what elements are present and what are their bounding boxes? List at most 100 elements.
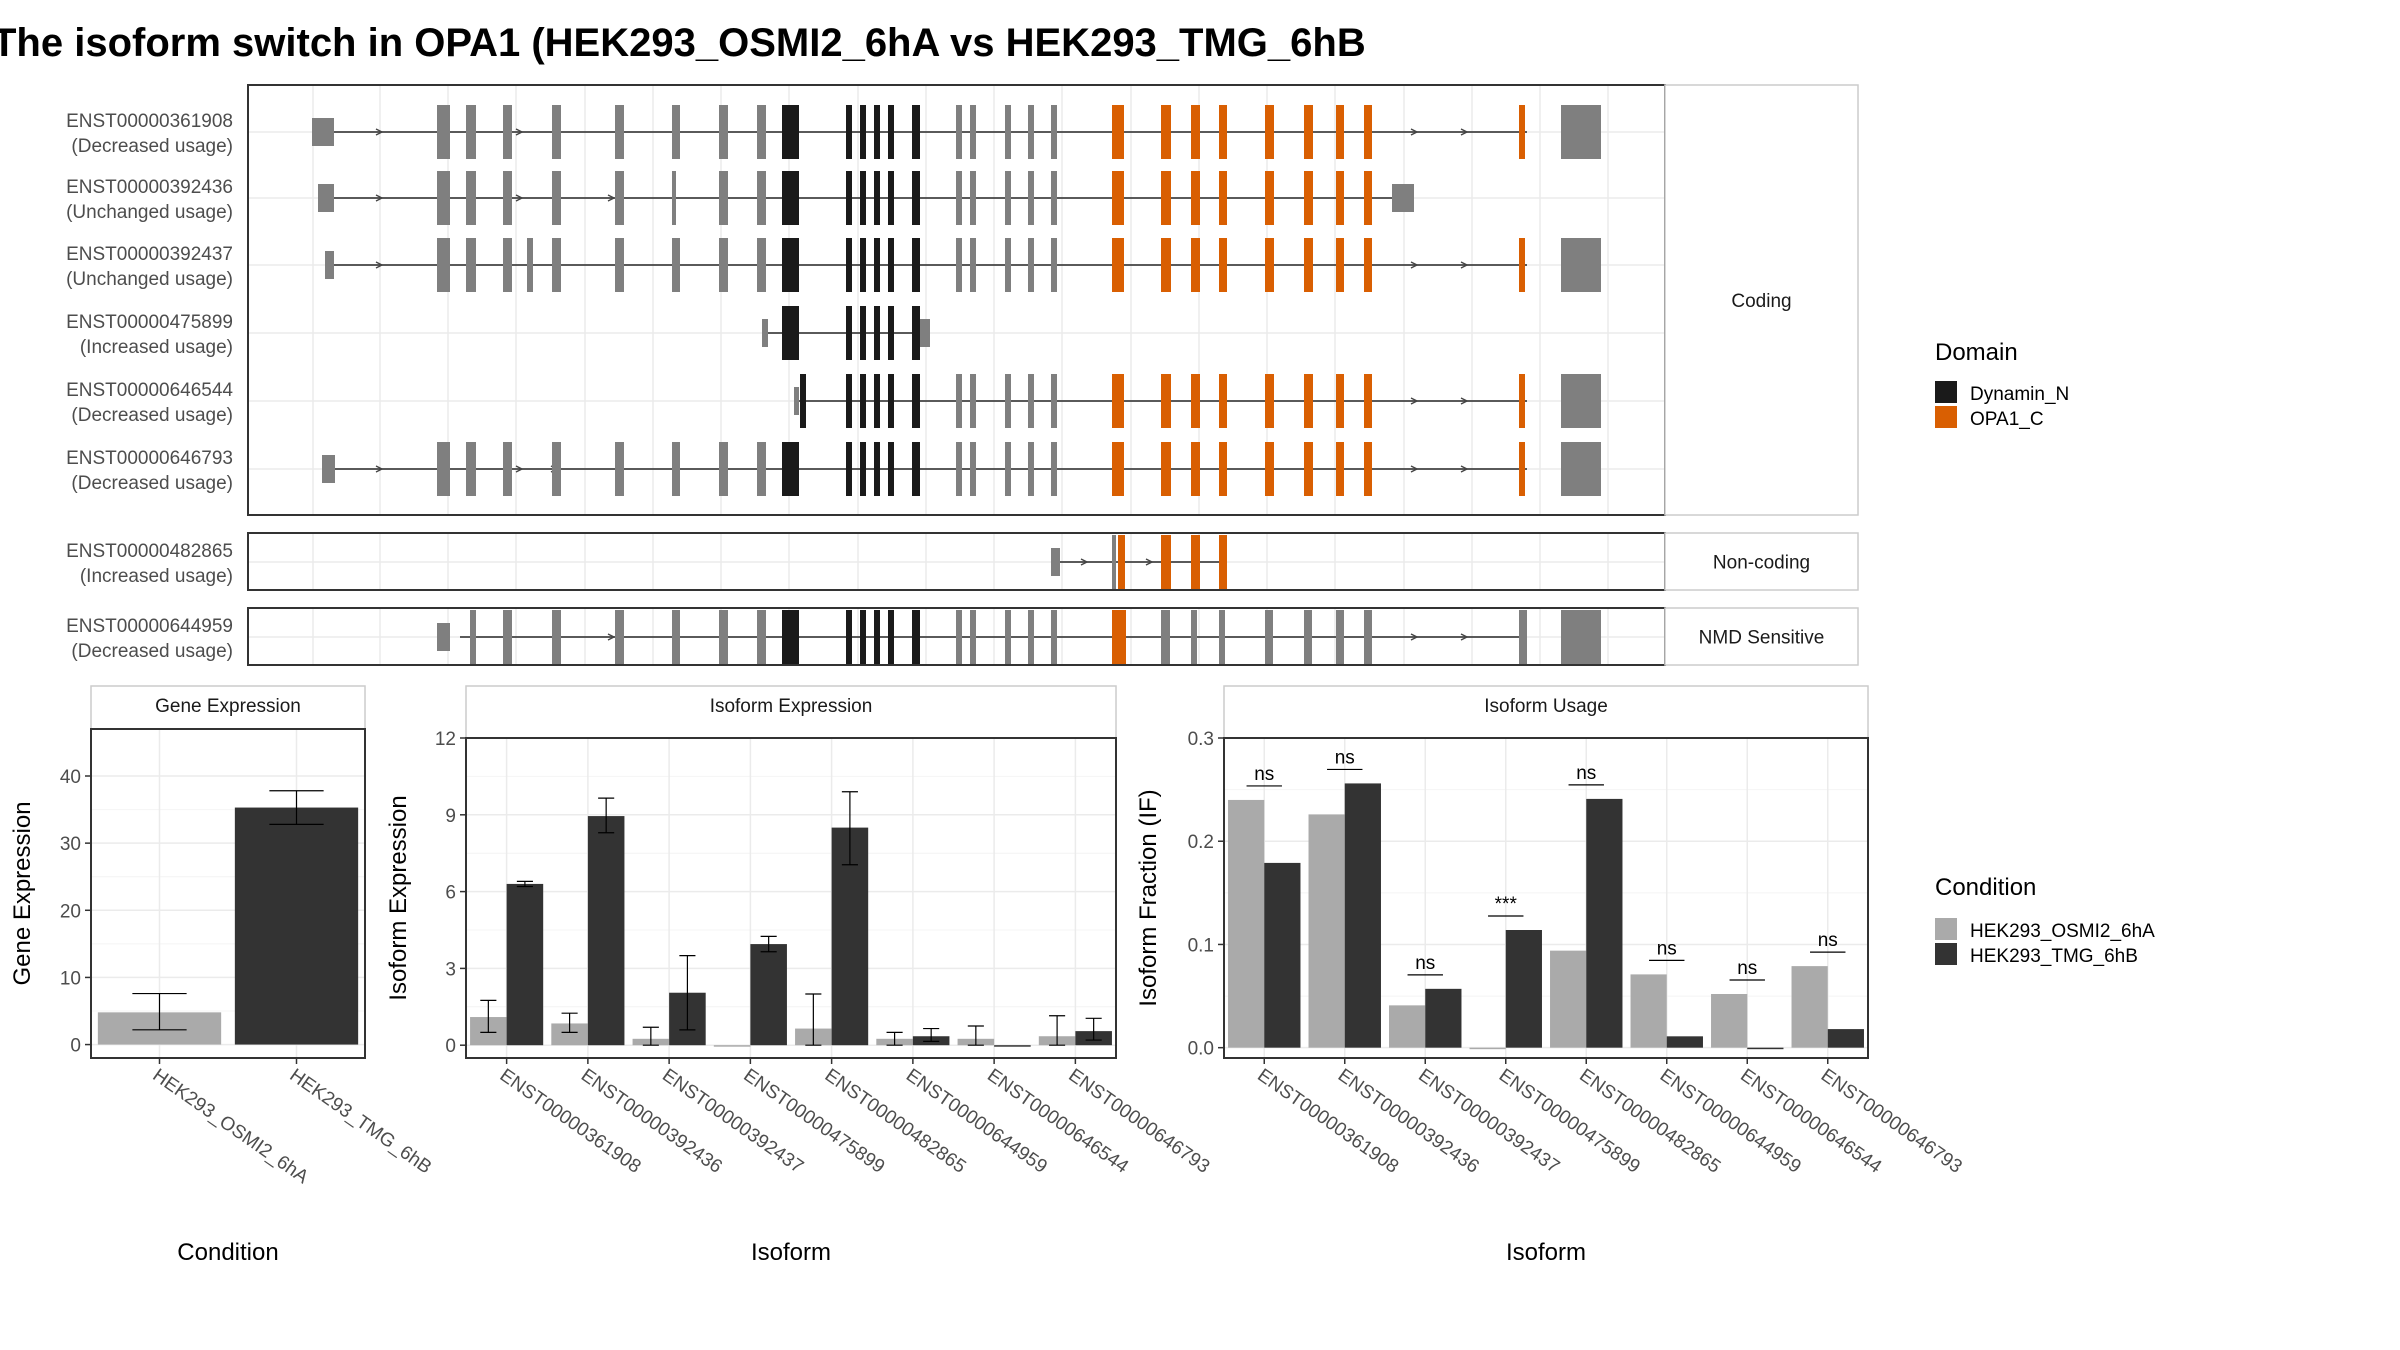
exon bbox=[322, 455, 335, 483]
strand-arrow bbox=[607, 633, 616, 641]
exon-dynamin-n bbox=[846, 238, 852, 292]
exon-opa1-c bbox=[1265, 105, 1274, 159]
exon-opa1-c bbox=[1519, 374, 1525, 428]
significance-label: ns bbox=[1576, 763, 1596, 784]
domain-legend: Domain Dynamin_N OPA1_C bbox=[1935, 339, 2069, 430]
exon bbox=[970, 610, 976, 664]
transcript-id-label: ENST00000646793 bbox=[66, 448, 233, 469]
bar-series-1 bbox=[1228, 799, 1265, 1048]
exon-opa1-c bbox=[1304, 105, 1313, 159]
x-axis-title: Condition bbox=[177, 1239, 278, 1266]
exon-opa1-c bbox=[1304, 238, 1313, 292]
exon bbox=[470, 610, 476, 664]
exon-opa1-c bbox=[1336, 442, 1344, 496]
exon-opa1-c bbox=[1191, 105, 1200, 159]
x-tick-label: ENST00000646793 bbox=[1817, 1065, 1966, 1178]
facet-strip bbox=[1664, 532, 1859, 591]
exon bbox=[437, 623, 450, 651]
bar-series-1 bbox=[551, 1023, 588, 1046]
strand-arrow bbox=[1460, 261, 1469, 269]
exon-dynamin-n bbox=[846, 306, 852, 360]
panel-strip bbox=[465, 685, 1117, 739]
exon-opa1-c bbox=[1191, 374, 1200, 428]
bar-series-1 bbox=[1711, 994, 1748, 1048]
exon bbox=[1051, 374, 1057, 428]
legend-label-condition-1: HEK293_OSMI2_6hA bbox=[1970, 921, 2155, 942]
x-tick-label: ENST00000646793 bbox=[1065, 1065, 1214, 1178]
exon-opa1-c bbox=[1265, 238, 1274, 292]
bar bbox=[234, 807, 359, 1045]
exon-dynamin-n bbox=[860, 171, 866, 225]
strand-arrow bbox=[375, 194, 384, 202]
exon-opa1-c bbox=[1519, 238, 1525, 292]
exon bbox=[1364, 610, 1372, 664]
exon bbox=[719, 171, 728, 225]
legend-key-dynamin-n bbox=[1935, 381, 1957, 403]
legend-label-opa1-c: OPA1_C bbox=[1970, 409, 2044, 430]
exon bbox=[503, 238, 512, 292]
significance-label: ns bbox=[1657, 938, 1677, 959]
bar-series-1 bbox=[1550, 950, 1587, 1048]
exon-opa1-c bbox=[1219, 105, 1227, 159]
bar-series-2 bbox=[1344, 783, 1381, 1048]
exon bbox=[552, 105, 561, 159]
legend-key-condition-2 bbox=[1935, 943, 1957, 965]
exon-dynamin-n bbox=[874, 171, 880, 225]
exon-opa1-c bbox=[1161, 442, 1171, 496]
exon-opa1-c bbox=[1112, 442, 1124, 496]
exon bbox=[1028, 171, 1034, 225]
structure-facet: ENST00000361908(Decreased usage)ENST0000… bbox=[66, 84, 1859, 516]
exon-opa1-c bbox=[1219, 374, 1227, 428]
exon bbox=[970, 105, 976, 159]
exon bbox=[552, 610, 561, 664]
exon-opa1-c bbox=[1336, 238, 1344, 292]
exon bbox=[1005, 610, 1011, 664]
transcript-status-label: (Decreased usage) bbox=[71, 641, 233, 662]
exon-opa1-c bbox=[1219, 442, 1227, 496]
exon bbox=[615, 171, 624, 225]
significance-label: *** bbox=[1495, 894, 1518, 915]
exon-dynamin-n bbox=[912, 306, 920, 360]
x-axis-title: Isoform bbox=[1506, 1239, 1586, 1266]
exon bbox=[503, 442, 512, 496]
exon bbox=[719, 442, 728, 496]
transcript-row: ENST00000475899 (Increased usage) bbox=[66, 306, 930, 360]
exon bbox=[1051, 548, 1060, 576]
transcript-status-label: (Decreased usage) bbox=[71, 405, 233, 426]
legend-key-opa1-c bbox=[1935, 406, 1957, 428]
exon-opa1-c bbox=[1364, 374, 1372, 428]
bar-series-2 bbox=[750, 944, 787, 1046]
exon-opa1-c bbox=[1191, 171, 1200, 225]
y-axis-title: Isoform Fraction (IF) bbox=[1135, 789, 1162, 1006]
exon bbox=[1005, 238, 1011, 292]
exon bbox=[503, 105, 512, 159]
exon bbox=[527, 238, 533, 292]
gene-structure-panel: ENST00000361908(Decreased usage)ENST0000… bbox=[66, 84, 1859, 666]
exon-opa1-c bbox=[1112, 610, 1126, 664]
x-tick-label: ENST00000646544 bbox=[983, 1065, 1132, 1178]
strand-arrow bbox=[375, 128, 384, 136]
exon-dynamin-n bbox=[782, 306, 799, 360]
exon-dynamin-n bbox=[782, 442, 799, 496]
bar-series-2 bbox=[1505, 930, 1542, 1048]
exon-dynamin-n bbox=[874, 306, 880, 360]
exon bbox=[1005, 105, 1011, 159]
exon-opa1-c bbox=[1112, 105, 1124, 159]
bar-series-1 bbox=[1308, 814, 1345, 1048]
exon-dynamin-n bbox=[888, 442, 894, 496]
exon bbox=[672, 238, 680, 292]
strand-arrow bbox=[1410, 128, 1419, 136]
bar-series-1 bbox=[1630, 974, 1667, 1048]
transcript-status-label: (Unchanged usage) bbox=[66, 269, 233, 290]
exon-opa1-c bbox=[1191, 535, 1200, 589]
exon bbox=[757, 238, 766, 292]
exon-opa1-c bbox=[1161, 535, 1171, 589]
strand-arrow bbox=[1410, 261, 1419, 269]
exon-opa1-c bbox=[1112, 374, 1124, 428]
y-tick-label: 12 bbox=[435, 729, 456, 750]
exon bbox=[466, 105, 476, 159]
y-tick-label: 0.0 bbox=[1188, 1039, 1214, 1060]
exon-dynamin-n bbox=[846, 442, 852, 496]
exon-opa1-c bbox=[1191, 442, 1200, 496]
